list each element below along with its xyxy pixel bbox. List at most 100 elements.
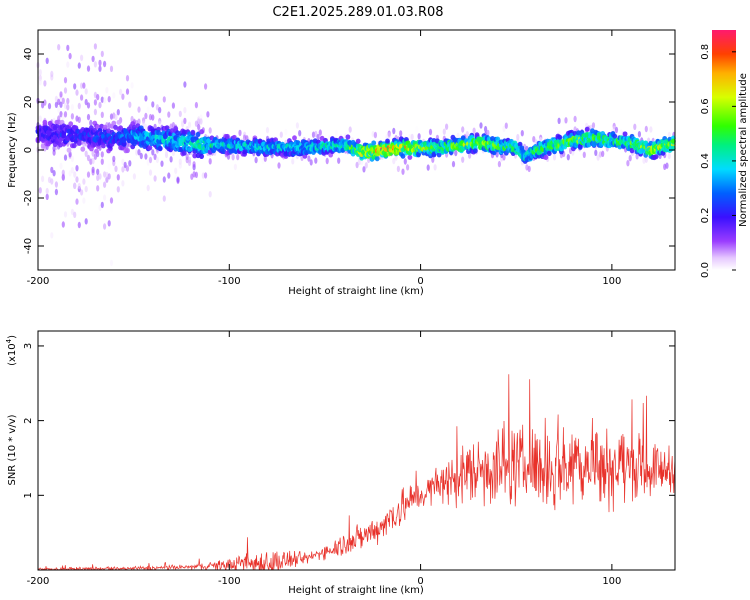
spectrogram-noise-cell (238, 129, 242, 137)
spectrogram-ridge-cell (431, 152, 437, 158)
spectrogram-noise-cell (50, 232, 54, 239)
spectrogram-noise-cell (456, 132, 460, 139)
spectrogram-noise-cell (125, 165, 130, 172)
spectrogram-noise-cell (155, 104, 159, 111)
spectrogram-noise-cell (91, 150, 95, 157)
spectrogram-noise-cell (38, 78, 42, 86)
spectrogram-noise-cell (73, 83, 77, 90)
spectrogram-noise-cell (100, 50, 104, 58)
spectrogram-noise-cell (93, 61, 97, 68)
spectrogram-noise-cell (82, 197, 86, 204)
spectrogram-ridge-cell (190, 129, 196, 135)
spectrogram-noise-cell (155, 156, 159, 164)
spectrogram-noise-cell (649, 126, 653, 133)
spectrogram-noise-cell (637, 131, 642, 138)
spectrogram-noise-cell (146, 106, 150, 113)
spectrogram-noise-cell (41, 169, 45, 177)
spectrogram-ridge-cell (653, 154, 659, 160)
spectrogram-noise-cell (174, 167, 178, 174)
spectrogram-y-tick-label: -40 (23, 238, 34, 254)
spectrogram-noise-cell (208, 127, 212, 134)
spectrogram-noise-cell (153, 175, 157, 182)
spectrogram-noise-cell (125, 75, 130, 82)
spectrogram-noise-cell (93, 43, 97, 50)
spectrogram-noise-cell (183, 81, 187, 88)
spectrogram-noise-cell (162, 195, 166, 202)
spectrogram-noise-cell (80, 82, 84, 89)
spectrogram-noise-cell (132, 173, 136, 180)
spectrogram-ridge-cell (125, 147, 130, 154)
spectrogram-noise-cell (121, 180, 125, 187)
snr-y-tick-label: 1 (23, 492, 34, 498)
spectrogram-noise-cell (148, 156, 153, 164)
spectrogram-noise-cell (47, 108, 52, 115)
spectrogram-noise-cell (151, 101, 155, 108)
spectrogram-noise-cell (183, 117, 187, 125)
spectrogram-noise-cell (75, 198, 79, 205)
spectrogram-noise-cell (66, 97, 70, 105)
spectrogram-noise-cell (591, 122, 596, 129)
spectrogram-noise-cell (103, 97, 107, 104)
spectrogram-noise-cell (103, 223, 107, 230)
spectrogram-noise-cell (502, 154, 506, 161)
spectrogram-noise-cell (91, 169, 95, 176)
spectrogram-noise-cell (656, 131, 660, 139)
spectrogram-noise-cell (109, 259, 114, 267)
spectrogram-ridge-cell (546, 150, 552, 156)
spectrogram-noise-cell (665, 162, 669, 169)
spectrogram-noise-cell (63, 77, 68, 84)
spectrogram-ridge-cell (181, 129, 187, 135)
spectrogram-noise-cell (77, 102, 81, 110)
spectrogram-noise-cell (199, 118, 203, 125)
spectrogram-noise-cell (63, 87, 68, 94)
spectrogram-noise-cell (137, 106, 141, 113)
spectrogram-y-tick-label: 40 (23, 48, 34, 61)
spectrogram-ridge-cell (407, 154, 413, 160)
spectrogram-noise-cell (75, 165, 79, 172)
spectrogram-noise-cell (68, 52, 72, 60)
spectrogram-ridge-cell (102, 124, 108, 130)
spectrogram-y-label: Frequency (Hz) (7, 112, 18, 188)
snr-x-ticks: -200 -100 0 100 (27, 331, 621, 587)
snr-panel: -200 -100 0 100 1 2 3 Height of straight line… (5, 330, 676, 596)
spectrogram-y-tick-label: 0 (23, 147, 34, 153)
spectrogram-noise-cell (128, 101, 132, 108)
spectrogram-noise-cell (614, 126, 619, 134)
spectrogram-noise-cell (316, 133, 320, 141)
spectrogram-noise-cell (417, 133, 421, 140)
spectrogram-noise-cell (403, 158, 407, 165)
spectrogram-noise-cell (169, 156, 173, 163)
spectrogram-noise-cell (628, 155, 632, 162)
spectrogram-noise-cell (77, 221, 81, 229)
spectrogram-ridge-cell (474, 132, 480, 138)
snr-series-line (38, 374, 675, 570)
spectrogram-noise-cell (601, 150, 605, 157)
spectrogram-noise-cell (644, 125, 648, 133)
spectrogram-noise-cell (527, 165, 531, 173)
colorbar: 0.0 0.2 0.4 0.6 0.8 Normalized spectral ampl… (700, 30, 749, 278)
spectrogram-noise-cell (461, 156, 465, 163)
spectrogram-ridge-cell (416, 152, 421, 158)
spectrogram-noise-cell (146, 184, 150, 192)
spectrogram-noise-cell (86, 113, 91, 121)
spectrogram-ridge-cell (374, 156, 380, 162)
spectrogram-ridge-cell (225, 133, 230, 140)
spectrogram-y-tick-label: -20 (23, 190, 34, 206)
spectrogram-ridge-cell (118, 125, 123, 131)
spectrogram-noise-cell (667, 131, 671, 139)
spectrogram-ridge-cell (371, 140, 377, 146)
spectrogram-noise-cell (204, 172, 208, 179)
spectrogram-noise-cell (75, 89, 79, 96)
spectrogram-ridge-cell (94, 148, 99, 154)
spectrogram-noise-cell (428, 128, 433, 136)
spectrogram-noise-cell (254, 156, 258, 164)
spectrogram-noise-cell (121, 158, 125, 166)
spectrogram-noise-cell (73, 182, 77, 190)
spectrogram-noise-cell (293, 155, 297, 162)
spectrogram-noise-cell (45, 187, 49, 195)
spectrogram-noise-cell (364, 162, 368, 169)
spectrogram-noise-cell (399, 130, 403, 137)
spectrogram-ridge-cell (68, 121, 74, 127)
spectrogram-noise-cell (57, 106, 61, 113)
